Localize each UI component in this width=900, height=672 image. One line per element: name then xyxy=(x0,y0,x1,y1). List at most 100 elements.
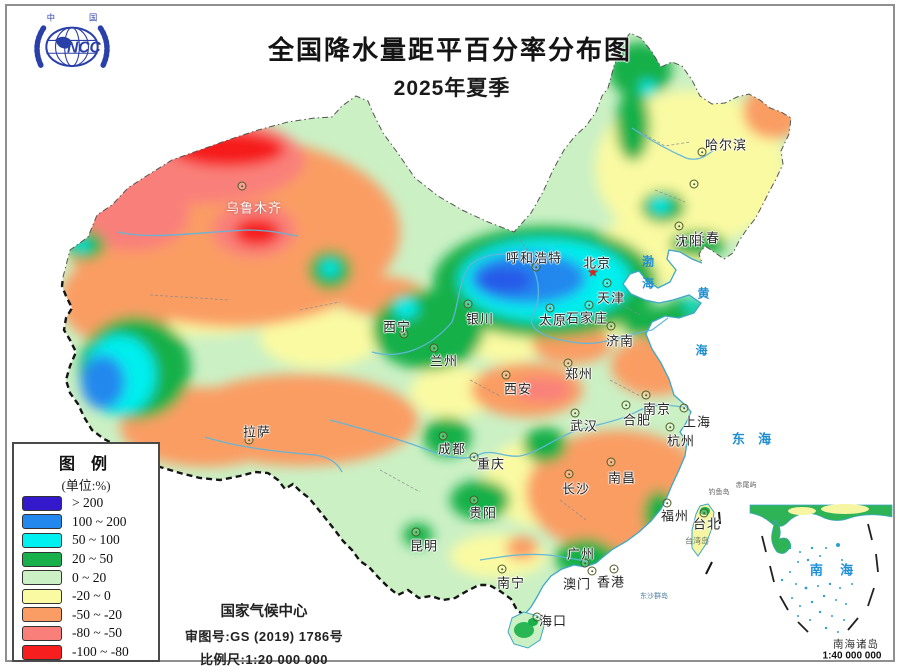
legend-row-3: 20 ~ 50 xyxy=(14,550,158,569)
city-label-成都: 成都 xyxy=(437,441,467,457)
legend-swatch xyxy=(22,514,62,530)
city-marker-上海 xyxy=(679,403,689,413)
legend-row-4: 0 ~ 20 xyxy=(14,568,158,587)
city-label-西安: 西安 xyxy=(503,381,533,397)
city-marker-香港 xyxy=(609,564,619,574)
city-marker-天津 xyxy=(602,278,612,288)
city-label-呼和浩特: 呼和浩特 xyxy=(505,250,563,266)
inset-sea-label: 南 海 xyxy=(809,562,861,578)
city-label-长春: 长春 xyxy=(691,230,721,246)
city-marker-昆明 xyxy=(411,527,421,537)
legend-label: 50 ~ 100 xyxy=(72,532,120,548)
city-marker-贵阳 xyxy=(469,495,479,505)
city-label-武汉: 武汉 xyxy=(569,418,599,434)
city-label-台北: 台北 xyxy=(692,516,722,532)
city-marker-西宁 xyxy=(399,329,409,339)
legend-box: 图 例 (单位:%) > 200 100 ~ 200 50 ~ 100 20 ~ 50… xyxy=(12,442,160,662)
logo-cn-right: 国 xyxy=(89,13,97,22)
city-marker-南京 xyxy=(641,390,651,400)
city-marker-杭州 xyxy=(665,422,675,432)
city-marker-石家庄 xyxy=(584,300,594,310)
city-label-天津: 天津 xyxy=(596,290,626,306)
china-outline xyxy=(62,32,792,278)
legend-row-2: 50 ~ 100 xyxy=(14,531,158,550)
ncc-logo: NCC 中 国 xyxy=(34,12,110,68)
city-marker-哈尔滨 xyxy=(697,147,707,157)
city-marker-长沙 xyxy=(564,469,574,479)
legend-row-1: 100 ~ 200 xyxy=(14,513,158,532)
legend-row-7: -80 ~ -50 xyxy=(14,624,158,643)
sea-label-渤海: 渤海 xyxy=(640,255,655,299)
city-label-南宁: 南宁 xyxy=(496,575,526,591)
city-marker-澳门 xyxy=(587,566,597,576)
city-label-杭州: 杭州 xyxy=(666,433,696,449)
city-label-香港: 香港 xyxy=(596,574,626,590)
city-label-西宁: 西宁 xyxy=(382,319,412,335)
city-marker-福州 xyxy=(662,498,672,508)
legend-label: 100 ~ 200 xyxy=(72,513,127,529)
city-marker-银川 xyxy=(463,299,473,309)
city-marker-沈阳 xyxy=(674,221,684,231)
city-label-上海: 上海 xyxy=(682,414,712,430)
sea-label-海: 海 xyxy=(695,343,713,358)
legend-row-5: -20 ~ 0 xyxy=(14,587,158,606)
legend-row-6: -50 ~ -20 xyxy=(14,606,158,625)
legend-title: 图 例 xyxy=(58,456,113,473)
legend-label: -80 ~ -50 xyxy=(72,625,123,641)
city-label-福州: 福州 xyxy=(660,508,690,524)
map-footer: 国家气候中心 审图号:GS (2019) 1786号 比例尺:1:20 000 … xyxy=(185,600,343,672)
city-label-乌鲁木齐: 乌鲁木齐 xyxy=(225,200,283,216)
legend-swatch xyxy=(22,495,62,511)
city-marker-star-北京: ★ xyxy=(587,264,599,280)
coastline xyxy=(523,249,703,616)
city-marker-南宁 xyxy=(497,564,507,574)
legend-row-0: > 200 xyxy=(14,494,158,513)
city-label-广州: 广州 xyxy=(566,546,596,562)
city-marker-兰州 xyxy=(429,343,439,353)
city-label-昆明: 昆明 xyxy=(409,538,439,554)
city-marker-拉萨 xyxy=(244,435,254,445)
legend-swatch xyxy=(22,570,62,586)
footer-org: 国家气候中心 xyxy=(220,604,308,620)
rivers xyxy=(117,127,715,563)
legend-swatch xyxy=(22,532,62,548)
legend-rows: > 200 100 ~ 200 50 ~ 100 20 ~ 50 0 ~ 20 -20 ~… xyxy=(14,494,158,661)
south-china-sea-inset xyxy=(749,504,893,633)
legend-row-8: -100 ~ -80 xyxy=(14,643,158,662)
legend-unit: (单位:%) xyxy=(61,478,111,493)
legend-swatch xyxy=(22,625,62,641)
city-label-南昌: 南昌 xyxy=(607,470,637,486)
island-label-钓鱼岛: 钓鱼岛 xyxy=(708,488,730,496)
city-marker-成都 xyxy=(438,431,448,441)
city-label-澳门: 澳门 xyxy=(562,576,592,592)
city-marker-乌鲁木齐 xyxy=(237,181,247,191)
page-subtitle: 2025年夏季 xyxy=(393,77,511,100)
legend-label: 20 ~ 50 xyxy=(72,551,114,567)
nine-dash-line xyxy=(761,523,879,633)
city-marker-台北 xyxy=(699,508,709,518)
city-marker-广州 xyxy=(580,558,590,568)
city-label-海口: 海口 xyxy=(538,613,568,629)
city-label-郑州: 郑州 xyxy=(564,366,594,382)
legend-label: -50 ~ -20 xyxy=(72,606,123,622)
inset-caption: 南海诸岛 xyxy=(833,639,879,651)
city-label-重庆: 重庆 xyxy=(476,456,506,472)
legend-label: -20 ~ 0 xyxy=(72,588,111,604)
city-label-南京: 南京 xyxy=(642,401,672,417)
inset-scale: 1:40 000 000 xyxy=(822,650,882,662)
legend-swatch xyxy=(22,551,62,567)
city-label-石家庄: 石家庄 xyxy=(565,310,609,326)
city-label-长沙: 长沙 xyxy=(561,481,591,497)
city-label-北京: 北京 xyxy=(582,255,612,271)
province-borders xyxy=(149,131,691,521)
island-label-台湾岛: 台湾岛 xyxy=(685,536,709,546)
city-marker-郑州 xyxy=(563,358,573,368)
city-marker-济南 xyxy=(606,321,616,331)
legend-swatch xyxy=(22,607,62,623)
city-label-济南: 济南 xyxy=(605,333,635,349)
city-marker-长春 xyxy=(689,179,699,189)
city-label-贵阳: 贵阳 xyxy=(468,505,498,521)
legend-swatch xyxy=(22,644,62,660)
legend-label: > 200 xyxy=(72,495,104,511)
